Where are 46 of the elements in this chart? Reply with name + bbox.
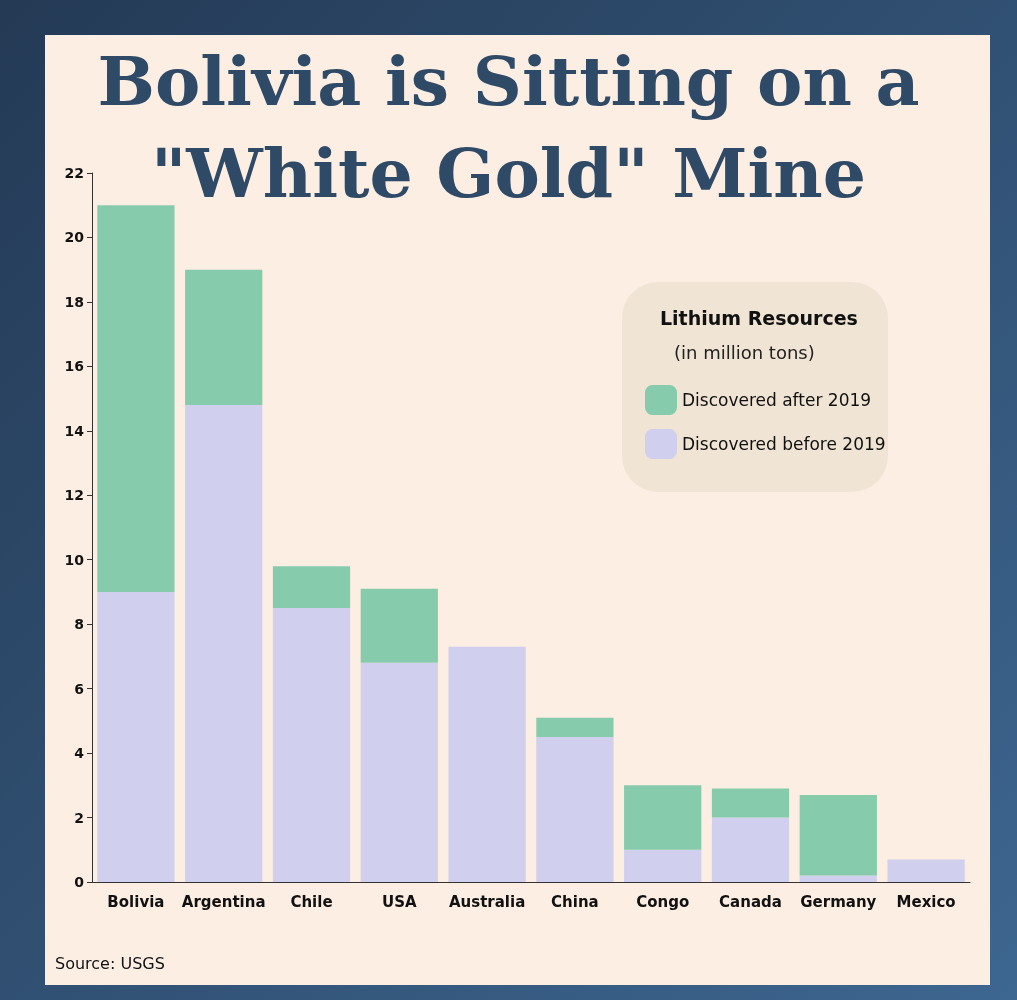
chart-title: Bolivia is Sitting on a "White Gold" Mine bbox=[97, 41, 920, 213]
y-tick-label: 6 bbox=[74, 680, 84, 697]
y-tick-label: 4 bbox=[74, 745, 85, 762]
x-tick-label: Congo bbox=[636, 892, 690, 911]
bar bbox=[97, 205, 175, 592]
bar bbox=[711, 788, 790, 818]
bar bbox=[360, 662, 438, 882]
legend-label: Discovered after 2019 bbox=[682, 390, 872, 410]
y-tick-label: 10 bbox=[64, 551, 85, 568]
y-tick-label: 8 bbox=[74, 616, 84, 633]
y-tick-label: 12 bbox=[64, 487, 84, 504]
bar bbox=[624, 849, 702, 882]
y-tick-label: 0 bbox=[74, 874, 85, 890]
bar bbox=[272, 608, 351, 882]
legend-label: Discovered before 2019 bbox=[682, 434, 886, 454]
bar bbox=[185, 405, 263, 882]
x-tick-label: Argentina bbox=[181, 892, 266, 911]
y-axis-title: (in million tons) bbox=[674, 341, 815, 363]
bar bbox=[887, 859, 965, 882]
bar bbox=[185, 269, 263, 406]
y-tick-label: 16 bbox=[64, 358, 84, 375]
x-tick-label: Germany bbox=[800, 892, 877, 911]
bar bbox=[536, 736, 614, 882]
y-tick-label: 2 bbox=[74, 809, 84, 826]
bar bbox=[624, 785, 702, 850]
x-tick-label: Chile bbox=[290, 892, 333, 911]
bar bbox=[272, 566, 351, 609]
x-tick-label: Canada bbox=[719, 892, 782, 911]
x-tick-label: Australia bbox=[448, 892, 526, 911]
bar bbox=[448, 646, 526, 882]
bar bbox=[711, 817, 790, 882]
bar bbox=[360, 588, 438, 663]
bar bbox=[97, 591, 175, 882]
legend-title: Lithium Resources bbox=[660, 306, 858, 329]
bar bbox=[536, 717, 614, 737]
bar bbox=[799, 794, 877, 876]
y-tick-label: 22 bbox=[64, 165, 84, 181]
source-note: Source: USGS bbox=[55, 953, 165, 973]
x-tick-label: USA bbox=[382, 892, 417, 911]
y-tick-label: 18 bbox=[64, 293, 84, 310]
y-tick-label: 20 bbox=[64, 229, 85, 246]
x-tick-label: Mexico bbox=[896, 892, 956, 911]
x-tick-label: China bbox=[551, 892, 599, 911]
x-tick-label: Bolivia bbox=[107, 892, 165, 911]
y-tick-label: 14 bbox=[64, 422, 85, 439]
bar bbox=[799, 875, 877, 882]
